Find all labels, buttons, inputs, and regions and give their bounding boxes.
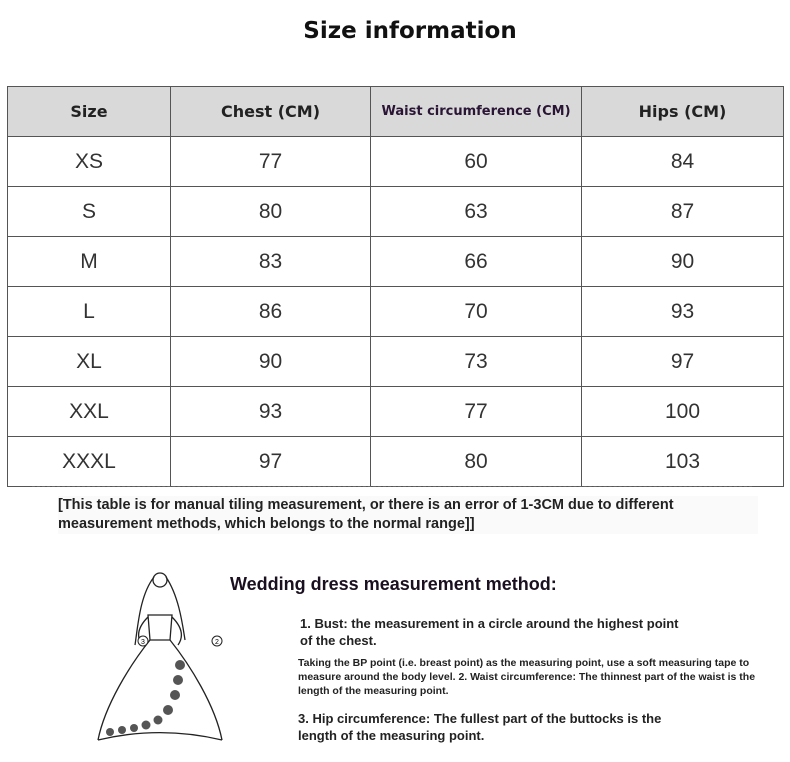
header-chest: Chest (CM) xyxy=(170,86,371,137)
measurement-note: [This table is for manual tiling measure… xyxy=(58,496,758,534)
cell-chest: 86 xyxy=(170,286,371,337)
header-waist: Waist circumference (CM) xyxy=(370,86,582,137)
table-row: XXL 93 77 100 xyxy=(7,386,784,437)
marker-waist: 2 xyxy=(215,639,219,646)
page-title: Size information xyxy=(303,18,517,44)
cell-size: XXL xyxy=(7,386,171,437)
bp-waist-instruction: Taking the BP point (i.e. breast point) … xyxy=(298,657,756,697)
cell-hips: 93 xyxy=(581,286,784,337)
cell-chest: 93 xyxy=(170,386,371,437)
cell-hips: 84 xyxy=(581,136,784,187)
cell-size: XL xyxy=(7,336,171,387)
table-row: XXXL 97 80 103 xyxy=(7,436,784,487)
header-hips: Hips (CM) xyxy=(581,86,784,137)
cell-waist: 60 xyxy=(370,136,582,187)
bust-instruction: 1. Bust: the measurement in a circle aro… xyxy=(300,616,679,648)
cell-size: XXXL xyxy=(7,436,171,487)
cell-waist: 77 xyxy=(370,386,582,437)
cell-chest: 90 xyxy=(170,336,371,387)
cell-size: L xyxy=(7,286,171,337)
cell-hips: 103 xyxy=(581,436,784,487)
cell-chest: 80 xyxy=(170,186,371,237)
cell-hips: 97 xyxy=(581,336,784,387)
cell-chest: 77 xyxy=(170,136,371,187)
table-row: M 83 66 90 xyxy=(7,236,784,287)
table-row: L 86 70 93 xyxy=(7,286,784,337)
wedding-dress-illustration: 3 2 xyxy=(97,572,223,741)
marker-hip: 3 xyxy=(141,639,145,646)
size-table: Size Chest (CM) Waist circumference (CM)… xyxy=(7,86,784,487)
cell-waist: 73 xyxy=(370,336,582,387)
cell-waist: 80 xyxy=(370,436,582,487)
cell-hips: 87 xyxy=(581,186,784,237)
cell-size: XS xyxy=(7,136,171,187)
table-row: XL 90 73 97 xyxy=(7,336,784,387)
cell-chest: 97 xyxy=(170,436,371,487)
cell-hips: 90 xyxy=(581,236,784,287)
table-row: S 80 63 87 xyxy=(7,186,784,237)
header-size: Size xyxy=(7,86,171,137)
cell-size: S xyxy=(7,186,171,237)
cell-size: M xyxy=(7,236,171,287)
table-row: XS 77 60 84 xyxy=(7,136,784,187)
cell-hips: 100 xyxy=(581,386,784,437)
cell-waist: 63 xyxy=(370,186,582,237)
dashed-divider xyxy=(32,486,752,487)
cell-chest: 83 xyxy=(170,236,371,287)
table-header-row: Size Chest (CM) Waist circumference (CM)… xyxy=(7,86,784,137)
cell-waist: 66 xyxy=(370,236,582,287)
method-title: Wedding dress measurement method: xyxy=(230,574,557,594)
hip-instruction: 3. Hip circumference: The fullest part o… xyxy=(298,711,662,743)
cell-waist: 70 xyxy=(370,286,582,337)
